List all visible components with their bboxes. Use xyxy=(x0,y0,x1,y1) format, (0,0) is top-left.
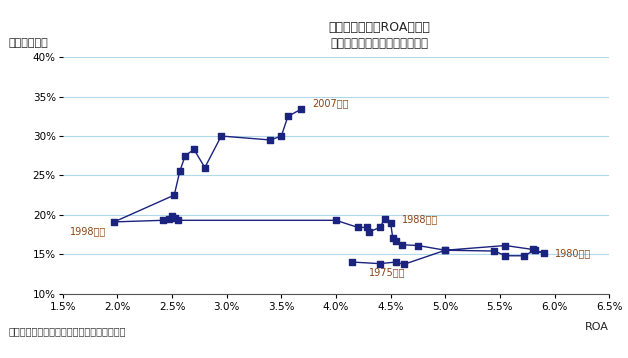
Point xyxy=(501,243,511,248)
Point xyxy=(391,238,401,244)
Point xyxy=(387,236,398,241)
Point xyxy=(175,169,185,174)
Text: 全産業ベース（除く金融保険）: 全産業ベース（除く金融保険） xyxy=(331,37,429,50)
Point xyxy=(380,216,390,222)
Point xyxy=(164,216,174,222)
Point xyxy=(189,146,199,152)
Point xyxy=(276,133,286,139)
Point xyxy=(353,224,363,230)
Point xyxy=(296,106,306,112)
Point xyxy=(399,262,409,267)
Point xyxy=(362,224,372,230)
Point xyxy=(440,247,450,253)
Point xyxy=(169,192,179,198)
Point xyxy=(501,253,511,258)
Point xyxy=(170,215,180,221)
Text: 1988年度: 1988年度 xyxy=(401,214,438,224)
Point xyxy=(489,248,499,254)
Point xyxy=(413,243,423,248)
Point xyxy=(375,224,385,230)
Point xyxy=(180,153,190,159)
Point xyxy=(396,242,406,248)
Point xyxy=(158,217,168,223)
Text: ROA: ROA xyxy=(585,322,609,332)
Point xyxy=(283,113,293,119)
Text: 自己資本比率: 自己資本比率 xyxy=(8,38,48,48)
Point xyxy=(200,165,210,170)
Point xyxy=(266,137,276,143)
Point xyxy=(530,247,540,253)
Point xyxy=(216,133,226,139)
Point xyxy=(109,219,119,225)
Point xyxy=(331,217,341,223)
Point xyxy=(375,261,385,266)
Point xyxy=(173,217,183,223)
Point xyxy=(167,213,177,218)
Point xyxy=(519,253,529,258)
Point xyxy=(347,259,357,265)
Text: 2007年度: 2007年度 xyxy=(312,98,349,108)
Point xyxy=(528,247,538,252)
Point xyxy=(440,247,450,253)
Point xyxy=(539,251,549,256)
Point xyxy=(364,229,374,235)
Text: 自己資本比率とROAの関係: 自己資本比率とROAの関係 xyxy=(328,21,431,34)
Point xyxy=(386,220,396,226)
Text: 1980年度: 1980年度 xyxy=(555,248,591,258)
Text: 1998年度: 1998年度 xyxy=(70,226,107,236)
Text: 1975年度: 1975年度 xyxy=(369,267,405,277)
Point xyxy=(391,259,401,265)
Text: （出所）財務省　法人企業統計調査より作成: （出所）財務省 法人企業統計調査より作成 xyxy=(8,326,126,337)
